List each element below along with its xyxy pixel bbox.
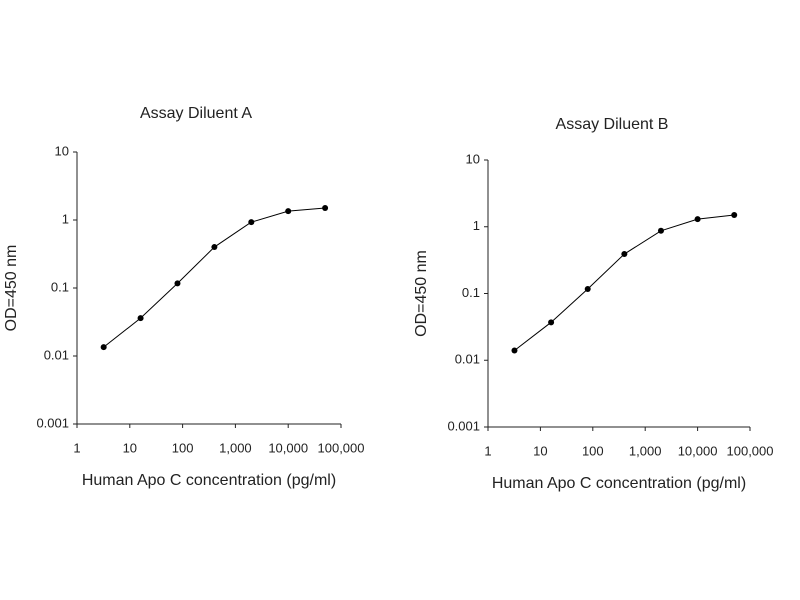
data-point [211, 244, 218, 251]
y-tick-label: 0.001 [447, 418, 480, 433]
y-tick-label: 10 [466, 151, 480, 166]
x-tick-label: 100,000 [727, 443, 774, 458]
data-point [731, 211, 738, 218]
data-point [694, 216, 701, 223]
x-tick-label: 1 [484, 443, 491, 458]
x-tick-label: 10,000 [268, 440, 308, 455]
y-tick-label: 0.001 [36, 415, 69, 430]
y-axis-label: OD=450 nm [3, 245, 20, 332]
data-point [285, 208, 292, 215]
y-tick-label: 0.01 [455, 352, 480, 367]
x-axis-label: Human Apo C concentration (pg/ml) [82, 472, 336, 489]
y-tick-label: 1 [62, 211, 69, 226]
y-tick-label: 0.01 [44, 347, 69, 362]
data-point [584, 285, 591, 292]
y-tick-label: 0.1 [462, 285, 480, 300]
data-point [511, 347, 518, 354]
y-axis-label: OD=450 nm [413, 250, 430, 337]
x-tick-label: 1,000 [219, 440, 252, 455]
x-tick-label: 100 [172, 440, 194, 455]
data-point [174, 280, 181, 287]
x-tick-label: 100,000 [318, 440, 365, 455]
data-point [248, 219, 255, 226]
data-line [103, 207, 326, 348]
x-tick-label: 1,000 [629, 443, 662, 458]
y-tick-label: 10 [55, 143, 69, 158]
chart-title: Assay Diluent A [140, 105, 252, 122]
data-point [322, 205, 329, 212]
y-tick-label: 0.1 [51, 279, 69, 294]
x-tick-label: 100 [582, 443, 604, 458]
data-point [137, 315, 144, 322]
x-tick-label: 10 [123, 440, 137, 455]
data-point [657, 227, 664, 234]
x-tick-label: 1 [73, 440, 80, 455]
x-axis-label: Human Apo C concentration (pg/ml) [492, 475, 746, 492]
data-point [548, 319, 555, 326]
y-tick-label: 1 [473, 218, 480, 233]
chart-title: Assay Diluent B [556, 116, 669, 133]
data-point [100, 344, 107, 351]
data-point [621, 251, 628, 258]
x-tick-label: 10,000 [678, 443, 718, 458]
data-line [514, 214, 735, 351]
x-tick-label: 10 [533, 443, 547, 458]
